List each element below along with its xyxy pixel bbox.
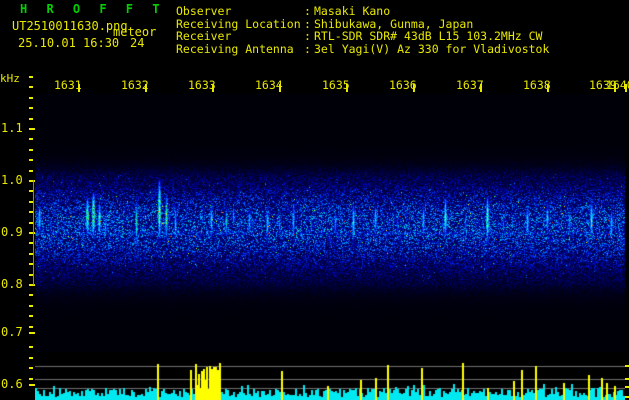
y-axis-tick-minor bbox=[29, 305, 33, 307]
y-axis-tick-minor bbox=[29, 170, 33, 172]
x-axis-tick bbox=[212, 84, 214, 92]
x-axis-label: 1637 bbox=[456, 78, 484, 92]
y-axis-label: 1.0 bbox=[1, 173, 23, 187]
y-axis-tick-minor bbox=[29, 118, 33, 120]
datetime-label: 25.10.01 16:30 bbox=[18, 36, 120, 50]
y-axis-label: 0.7 bbox=[1, 325, 23, 339]
x-axis-tick bbox=[625, 84, 627, 92]
x-axis-label: 1633 bbox=[188, 78, 216, 92]
metadata-row-location: Receiving Location: Shibukawa, Gunma, Jap… bbox=[176, 16, 549, 31]
amplitude-strip-plot bbox=[35, 358, 625, 400]
y-axis-label: 1.1 bbox=[1, 121, 23, 135]
y-axis-tick-minor bbox=[29, 159, 33, 161]
station-metadata: Observer: Masaki Kano Receiving Location:… bbox=[176, 5, 549, 55]
x-axis-tick bbox=[614, 84, 616, 92]
x-axis-label: 1638 bbox=[523, 78, 551, 92]
x-axis-label: 1634 bbox=[255, 78, 283, 92]
y-axis-tick-major bbox=[29, 384, 36, 386]
y-axis-tick-minor bbox=[29, 149, 33, 151]
y-axis-tick-major bbox=[29, 332, 36, 334]
metadata-colon: : bbox=[304, 29, 311, 44]
metadata-key: Receiving Antenna bbox=[176, 41, 294, 56]
metadata-colon: : bbox=[304, 41, 311, 56]
y-axis-label: 0.6 bbox=[1, 377, 23, 391]
metadata-value: 3el Yagi(V) Az 330 for Vladivostok bbox=[314, 41, 550, 56]
metadata-value: RTL-SDR SDR# 43dB L15 103.2MHz CW bbox=[314, 29, 543, 44]
y-axis-tick-minor bbox=[29, 76, 33, 78]
y-axis-tick-minor bbox=[29, 263, 33, 265]
x-axis-tick bbox=[480, 84, 482, 92]
y-axis-tick-minor bbox=[29, 138, 33, 140]
x-axis-label: 1635 bbox=[322, 78, 350, 92]
metadata-value: Masaki Kano bbox=[314, 4, 391, 18]
metadata-colon: : bbox=[304, 16, 311, 31]
right-edge-tick bbox=[624, 386, 629, 388]
y-axis-tick-minor bbox=[29, 107, 33, 109]
metadata-colon: : bbox=[304, 4, 311, 18]
metadata-row-receiver: Receiver: RTL-SDR SDR# 43dB L15 103.2MHz … bbox=[176, 30, 549, 43]
y-axis-tick-major bbox=[29, 232, 36, 234]
x-axis-tick bbox=[413, 84, 415, 92]
x-axis-label: 1640 bbox=[606, 78, 629, 92]
spectrogram-plot bbox=[35, 94, 625, 352]
metadata-row-observer: Observer: Masaki Kano bbox=[176, 5, 549, 18]
y-axis-tick-minor bbox=[29, 86, 33, 88]
y-axis-tick-major bbox=[29, 180, 36, 182]
spectrogram-left-edge-marker bbox=[33, 180, 34, 285]
y-axis-tick-minor bbox=[29, 367, 33, 369]
y-axis-tick-minor bbox=[29, 97, 33, 99]
filename-label: UT2510011630.png bbox=[12, 19, 128, 33]
y-axis-tick-minor bbox=[29, 222, 33, 224]
echo-count-label: 24 bbox=[130, 36, 145, 50]
y-axis-tick-minor bbox=[29, 326, 33, 328]
app-title: H R O F F T bbox=[20, 2, 166, 16]
metadata-key: Receiver bbox=[176, 29, 232, 44]
y-axis-tick-major bbox=[29, 128, 36, 130]
y-axis-tick-minor bbox=[29, 253, 33, 255]
y-axis-tick-minor bbox=[29, 274, 33, 276]
right-edge-tick bbox=[624, 396, 629, 398]
y-axis-tick-minor bbox=[29, 201, 33, 203]
x-axis-tick bbox=[145, 84, 147, 92]
meteor-tag-label: meteor bbox=[113, 25, 157, 39]
y-axis-tick-major bbox=[29, 284, 36, 286]
y-axis-tick-minor bbox=[29, 315, 33, 317]
x-axis-label: 1639 bbox=[589, 78, 617, 92]
x-axis-label: 1631 bbox=[54, 78, 82, 92]
x-axis-label: 1636 bbox=[389, 78, 417, 92]
right-edge-tick bbox=[624, 378, 629, 380]
x-axis-tick bbox=[547, 84, 549, 92]
x-axis-tick bbox=[78, 84, 80, 92]
y-axis-tick-minor bbox=[29, 378, 33, 380]
right-edge-tick bbox=[624, 365, 629, 367]
y-axis-tick-minor bbox=[29, 357, 33, 359]
x-axis-tick bbox=[346, 84, 348, 92]
x-axis-label: 1632 bbox=[121, 78, 149, 92]
y-axis-tick-minor bbox=[29, 242, 33, 244]
metadata-key: Observer bbox=[176, 4, 232, 18]
header-panel: H R O F F T UT2510011630.png meteor 25.1… bbox=[0, 0, 629, 68]
y-axis-unit-label: kHz bbox=[0, 72, 20, 85]
metadata-key: Receiving Location bbox=[176, 16, 301, 31]
y-axis-tick-minor bbox=[29, 346, 33, 348]
x-axis-tick bbox=[279, 84, 281, 92]
metadata-row-antenna: Receiving Antenna:3el Yagi(V) Az 330 for… bbox=[176, 43, 549, 56]
y-axis-label: 0.8 bbox=[1, 277, 23, 291]
y-axis-tick-minor bbox=[29, 190, 33, 192]
y-axis-label: 0.9 bbox=[1, 225, 23, 239]
y-axis-tick-minor bbox=[29, 211, 33, 213]
y-axis-tick-minor bbox=[29, 294, 33, 296]
metadata-value: Shibukawa, Gunma, Japan bbox=[314, 16, 474, 31]
